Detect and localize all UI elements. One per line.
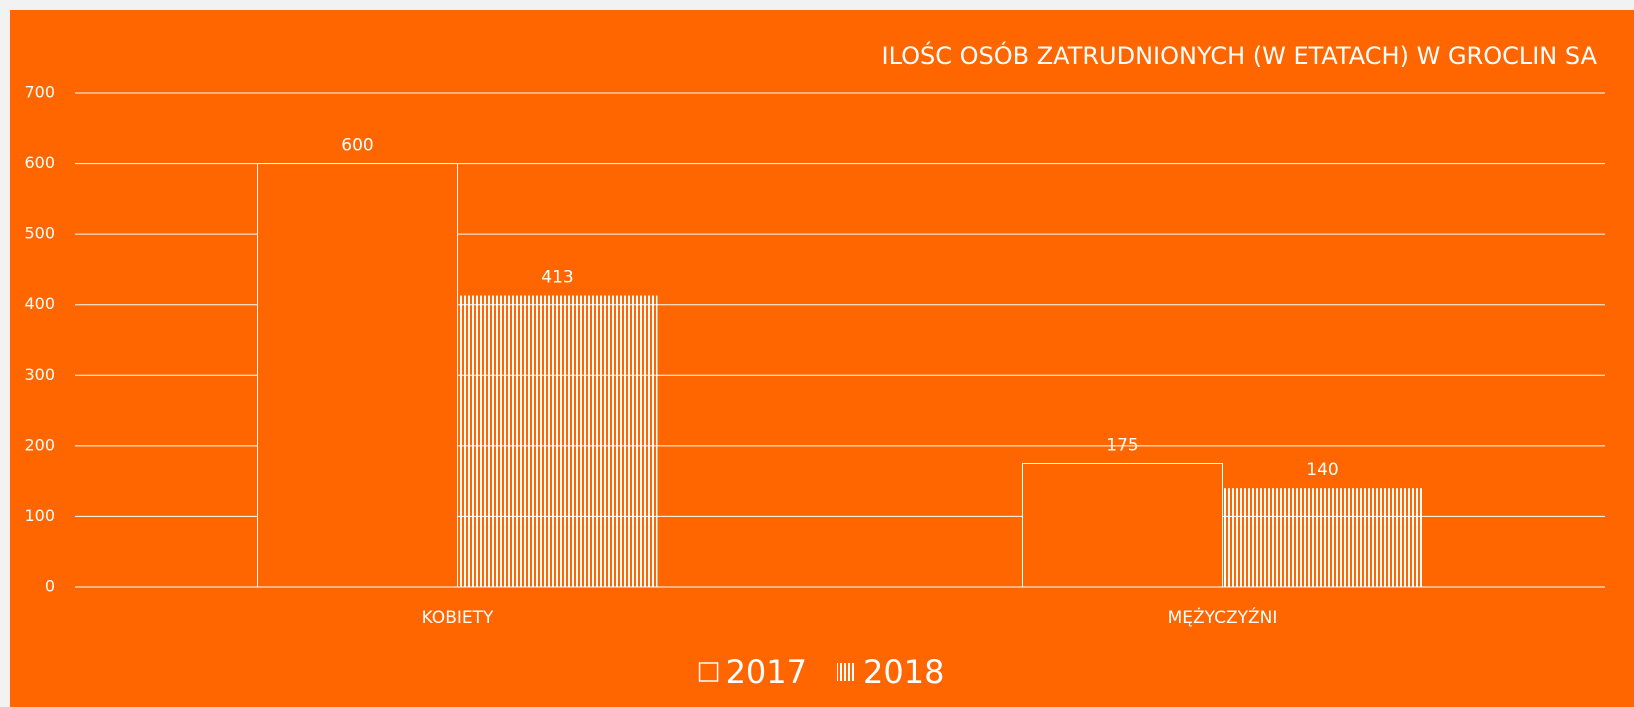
legend-swatch [837,663,855,681]
y-tick-label: 400 [24,294,55,313]
y-tick-label: 700 [24,83,55,102]
y-tick-label: 0 [45,577,55,596]
y-tick-label: 300 [24,365,55,384]
data-label: 175 [1106,436,1138,456]
x-tick-label: KOBIETY [422,608,494,628]
data-label: 140 [1306,460,1338,480]
bar [1222,488,1423,587]
data-label: 413 [541,268,573,288]
y-tick-label: 600 [24,153,55,172]
bar [457,295,658,587]
chart-title: ILOŚC OSÓB ZATRUDNIONYCH (W ETATACH) W G… [882,40,1598,70]
data-label: 600 [341,136,373,156]
y-tick-label: 100 [24,506,55,525]
legend-swatch [698,662,719,682]
bar [257,163,458,588]
y-tick-label: 200 [24,435,55,454]
x-tick-label: MĘŻYCZYŹNI [1168,606,1278,628]
legend-label: 2017 [726,653,807,691]
legend-label: 2018 [863,653,944,691]
y-tick-label: 500 [24,224,55,243]
chart-background [10,10,1634,707]
bar [1022,463,1223,588]
